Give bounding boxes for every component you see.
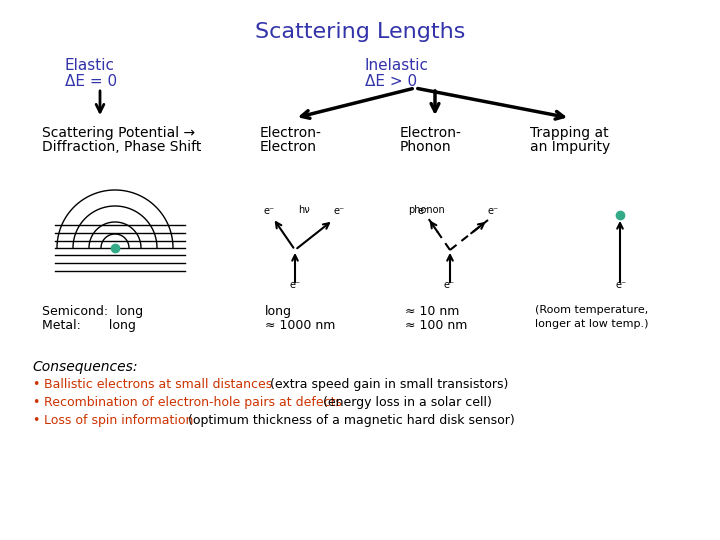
Text: (energy loss in a solar cell): (energy loss in a solar cell) xyxy=(323,396,492,409)
Text: Electron-: Electron- xyxy=(400,126,462,140)
Text: Scattering Lengths: Scattering Lengths xyxy=(255,22,465,42)
Text: Electron: Electron xyxy=(260,140,317,154)
Text: phonon: phonon xyxy=(408,205,445,215)
Text: (extra speed gain in small transistors): (extra speed gain in small transistors) xyxy=(270,378,508,391)
Text: Electron-: Electron- xyxy=(260,126,322,140)
Text: longer at low temp.): longer at low temp.) xyxy=(535,319,649,329)
Text: ≈ 10 nm: ≈ 10 nm xyxy=(405,305,459,318)
Text: (Room temperature,: (Room temperature, xyxy=(535,305,648,315)
Text: e⁻: e⁻ xyxy=(263,206,274,216)
Text: Phonon: Phonon xyxy=(400,140,451,154)
Text: •: • xyxy=(32,414,40,427)
Text: e⁻: e⁻ xyxy=(615,280,626,290)
Text: e⁻: e⁻ xyxy=(333,206,344,216)
Text: Inelastic: Inelastic xyxy=(365,58,429,73)
Text: Recombination of electron-hole pairs at defects: Recombination of electron-hole pairs at … xyxy=(44,396,350,409)
Text: (optimum thickness of a magnetic hard disk sensor): (optimum thickness of a magnetic hard di… xyxy=(189,414,515,427)
Text: long: long xyxy=(265,305,292,318)
Text: Semicond:  long: Semicond: long xyxy=(42,305,143,318)
Text: Consequences:: Consequences: xyxy=(32,360,138,374)
Text: Scattering Potential →: Scattering Potential → xyxy=(42,126,195,140)
Text: ΔE > 0: ΔE > 0 xyxy=(365,74,417,89)
Text: Metal:       long: Metal: long xyxy=(42,319,136,332)
Text: e⁻: e⁻ xyxy=(418,206,429,216)
Text: •: • xyxy=(32,378,40,391)
Text: e⁻: e⁻ xyxy=(289,280,300,290)
Text: an Impurity: an Impurity xyxy=(530,140,611,154)
Text: Diffraction, Phase Shift: Diffraction, Phase Shift xyxy=(42,140,202,154)
Text: ≈ 1000 nm: ≈ 1000 nm xyxy=(265,319,336,332)
Text: e⁻: e⁻ xyxy=(488,206,499,216)
Text: Trapping at: Trapping at xyxy=(530,126,608,140)
Text: e⁻: e⁻ xyxy=(444,280,455,290)
Text: ΔE = 0: ΔE = 0 xyxy=(65,74,117,89)
Text: Elastic: Elastic xyxy=(65,58,115,73)
Text: hν: hν xyxy=(298,205,310,215)
Text: Loss of spin information: Loss of spin information xyxy=(44,414,202,427)
Text: ≈ 100 nm: ≈ 100 nm xyxy=(405,319,467,332)
Text: Ballistic electrons at small distances: Ballistic electrons at small distances xyxy=(44,378,280,391)
Text: •: • xyxy=(32,396,40,409)
